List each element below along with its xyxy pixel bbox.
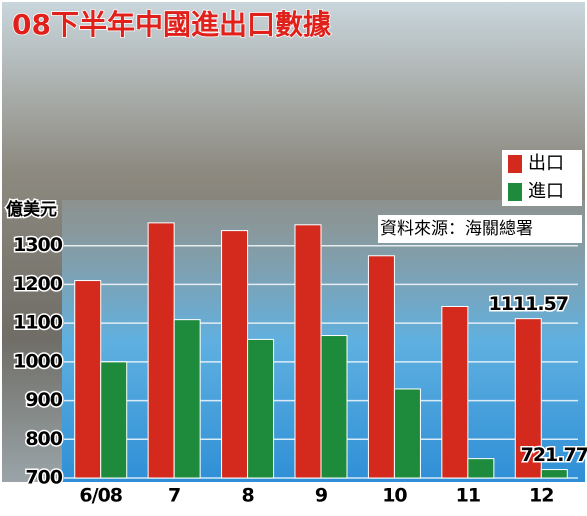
bar <box>467 458 495 479</box>
bar <box>393 388 421 479</box>
bar <box>221 230 249 479</box>
y-tick-label: 1100 <box>13 312 63 334</box>
y-tick-label: 900 <box>25 389 62 411</box>
x-tick-label: 7 <box>168 485 180 507</box>
chart-title: 08下半年中國進出口數據 <box>12 8 332 41</box>
y-tick-label: 700 <box>25 467 62 489</box>
source-box <box>378 215 582 243</box>
bar <box>147 222 175 479</box>
x-tick-label: 9 <box>315 485 327 507</box>
x-tick-label: 11 <box>456 485 480 507</box>
x-tick-label: 12 <box>529 485 553 507</box>
y-tick-label: 1300 <box>13 234 63 256</box>
y-tick-label: 800 <box>25 428 62 450</box>
bar <box>247 338 275 479</box>
x-tick-label: 8 <box>241 485 254 507</box>
x-tick-label: 6/08 <box>79 485 122 507</box>
legend-label: 進口 <box>528 181 564 202</box>
bar <box>74 280 102 479</box>
legend-label: 出口 <box>528 153 564 174</box>
source: 資料來源：海關總署 <box>380 219 533 239</box>
bar <box>173 319 201 479</box>
value-label: 721.77 <box>521 444 587 466</box>
x-tick-label: 10 <box>382 485 407 507</box>
bar <box>294 224 322 479</box>
bar <box>367 255 395 479</box>
y-tick-label: 1000 <box>13 350 63 372</box>
legend-swatch <box>508 155 522 173</box>
bar <box>540 469 568 479</box>
bar <box>100 361 128 479</box>
y-tick-label: 1200 <box>13 273 63 295</box>
value-label: 1111.57 <box>489 293 569 315</box>
bar <box>441 305 469 479</box>
legend-swatch <box>508 183 522 201</box>
bar <box>514 318 542 479</box>
bar <box>320 335 348 479</box>
y-axis-label: 億美元 <box>6 199 57 220</box>
